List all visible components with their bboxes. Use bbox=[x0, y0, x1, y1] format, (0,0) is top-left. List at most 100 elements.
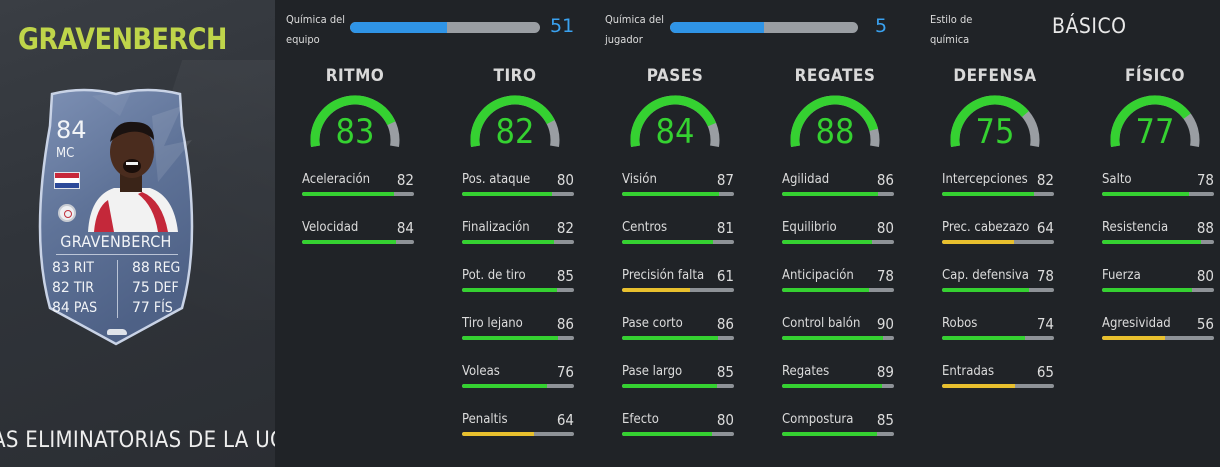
stat-bar-fill bbox=[942, 240, 1014, 244]
stat-bar-fill bbox=[462, 288, 558, 292]
stat-bar bbox=[1102, 288, 1214, 292]
player-name-title: GRAVENBERCH bbox=[18, 22, 227, 56]
category-gauge bbox=[630, 95, 720, 147]
stat-row-finalizacion: Finalización 82 bbox=[462, 219, 574, 250]
stat-row-regates: Regates 89 bbox=[782, 363, 894, 394]
stat-label: Visión bbox=[622, 172, 657, 187]
chemistry-style-label: Estilo de química bbox=[930, 13, 973, 46]
stat-label: Voleas bbox=[462, 364, 500, 379]
stat-bar bbox=[462, 384, 574, 388]
stat-bar bbox=[622, 192, 734, 196]
stat-row-cap-defensiva: Cap. defensiva 78 bbox=[942, 267, 1054, 298]
stat-bar bbox=[942, 288, 1054, 292]
stat-bar-fill bbox=[622, 432, 712, 436]
stat-row-penaltis: Penaltis 64 bbox=[462, 411, 574, 442]
stat-value: 80 bbox=[716, 411, 734, 429]
category-value: 82 bbox=[495, 112, 535, 152]
category-gauge bbox=[1110, 95, 1200, 147]
stat-value: 82 bbox=[1036, 171, 1054, 189]
stat-bar-fill bbox=[782, 336, 883, 340]
gauge-fill bbox=[950, 95, 1029, 147]
promo-title: AS ELIMINATORIAS DE LA UCL bbox=[0, 428, 275, 453]
category-title: REGATES bbox=[794, 66, 876, 86]
card-stat-tir: 82 TIR bbox=[52, 280, 94, 296]
stat-label: Aceleración bbox=[302, 172, 371, 187]
stat-column-pases: PASES 84 Visión 87 Centros 81 Precisión falta 6… bbox=[610, 66, 740, 466]
stat-label: Penaltis bbox=[462, 412, 508, 427]
stat-bar bbox=[622, 384, 734, 388]
stat-row-prec-cabezazo: Prec. cabezazo 64 bbox=[942, 219, 1054, 250]
stat-value: 81 bbox=[716, 219, 734, 237]
stat-bar bbox=[782, 192, 894, 196]
stat-bar-fill bbox=[1102, 240, 1201, 244]
stat-value: 87 bbox=[716, 171, 734, 189]
card-stat-reg: 88 REG bbox=[132, 260, 181, 276]
stat-row-pot-de-tiro: Pot. de tiro 85 bbox=[462, 267, 574, 298]
stat-row-vision: Visión 87 bbox=[622, 171, 734, 202]
stat-row-velocidad: Velocidad 84 bbox=[302, 219, 414, 250]
card-stat-pas: 84 PAS bbox=[52, 300, 98, 316]
stat-label: Pot. de tiro bbox=[462, 268, 526, 283]
stat-bar bbox=[942, 240, 1054, 244]
stat-bar-fill bbox=[622, 384, 718, 388]
player-chemistry-value: 5 bbox=[875, 15, 888, 37]
stat-value: 88 bbox=[1196, 219, 1214, 237]
boot-icon bbox=[107, 329, 127, 335]
stat-label: Entradas bbox=[942, 364, 995, 379]
stat-row-pase-corto: Pase corto 86 bbox=[622, 315, 734, 346]
stat-label: Agilidad bbox=[782, 172, 830, 187]
stat-value: 86 bbox=[556, 315, 574, 333]
player-card[interactable]: 84 MC GRAVENBERCH 83 RIT 82 TIR 84 PAS 8… bbox=[32, 86, 200, 348]
stat-bar bbox=[1102, 336, 1214, 340]
stat-row-agilidad: Agilidad 86 bbox=[782, 171, 894, 202]
stat-value: 85 bbox=[876, 411, 894, 429]
stat-row-control-balon: Control balón 90 bbox=[782, 315, 894, 346]
stat-row-fuerza: Fuerza 80 bbox=[1102, 267, 1214, 298]
player-panel: GRAVENBERCH 84 MC bbox=[0, 0, 275, 467]
stat-value: 56 bbox=[1196, 315, 1214, 333]
stat-bar-fill bbox=[1102, 336, 1165, 340]
stat-bar bbox=[942, 192, 1054, 196]
category-gauge bbox=[470, 95, 560, 147]
stat-bar-fill bbox=[782, 432, 878, 436]
stat-bar bbox=[782, 288, 894, 292]
stat-value: 82 bbox=[396, 171, 414, 189]
player-chemistry-fill bbox=[670, 22, 764, 33]
category-title: TIRO bbox=[493, 66, 537, 86]
chemistry-style-value[interactable]: BÁSICO bbox=[1052, 14, 1127, 38]
netherlands-flag-icon bbox=[54, 172, 80, 189]
stat-label: Intercepciones bbox=[942, 172, 1028, 187]
stat-bar-fill bbox=[462, 384, 548, 388]
card-divider bbox=[56, 254, 178, 255]
stat-bar-fill bbox=[942, 288, 1030, 292]
stat-label: Compostura bbox=[782, 412, 854, 427]
stat-label: Robos bbox=[942, 316, 978, 331]
stat-row-salto: Salto 78 bbox=[1102, 171, 1214, 202]
stat-bar-fill bbox=[622, 240, 713, 244]
category-value: 75 bbox=[975, 112, 1015, 152]
stat-label: Velocidad bbox=[302, 220, 359, 235]
stat-label: Salto bbox=[1102, 172, 1132, 187]
category-gauge bbox=[950, 95, 1040, 147]
category-gauge bbox=[310, 95, 400, 147]
category-value: 77 bbox=[1135, 112, 1175, 152]
stat-bar bbox=[1102, 240, 1214, 244]
stat-column-regates: REGATES 88 Agilidad 86 Equilibrio 80 Anticipac… bbox=[770, 66, 900, 466]
stat-value: 78 bbox=[1036, 267, 1054, 285]
stat-column-defensa: DEFENSA 75 Intercepciones 82 Prec. cabezazo 6… bbox=[930, 66, 1060, 466]
stat-column-tiro: TIRO 82 Pos. ataque 80 Finalización 82 Pot. de… bbox=[450, 66, 580, 466]
stat-bar-fill bbox=[302, 192, 394, 196]
stat-bar bbox=[462, 432, 574, 436]
stat-bar bbox=[1102, 192, 1214, 196]
stat-bar bbox=[782, 336, 894, 340]
card-player-name: GRAVENBERCH bbox=[60, 232, 172, 251]
stat-bar-fill bbox=[942, 336, 1025, 340]
stat-label: Equilibrio bbox=[782, 220, 837, 235]
stat-value: 85 bbox=[716, 363, 734, 381]
stat-value: 80 bbox=[1196, 267, 1214, 285]
card-divider bbox=[117, 260, 118, 318]
gauge-fill bbox=[310, 95, 396, 147]
stat-label: Finalización bbox=[462, 220, 530, 235]
stat-bar bbox=[782, 432, 894, 436]
team-chemistry-fill bbox=[350, 22, 447, 33]
